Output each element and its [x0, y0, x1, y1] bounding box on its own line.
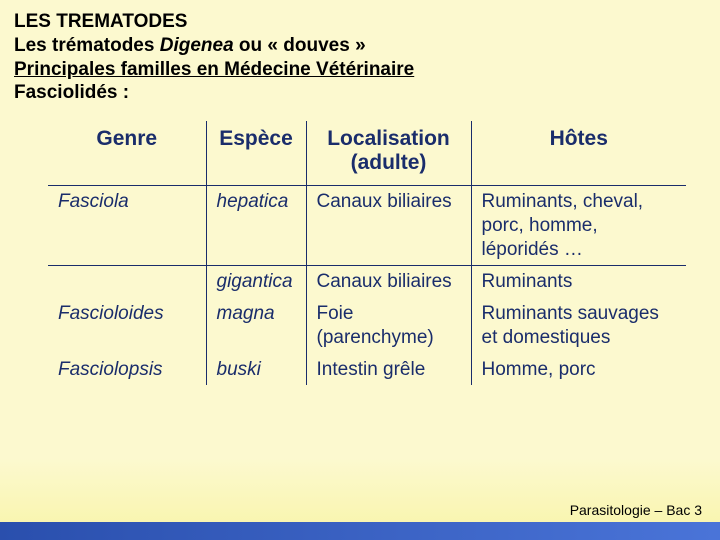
table-row: Fasciolopsis buski Intestin grêle Homme,…	[48, 354, 686, 386]
cell-localisation: Canaux biliaires	[306, 186, 471, 266]
header-localisation: Localisation (adulte)	[306, 121, 471, 186]
table-row: Fascioloides magna Foie (parenchyme) Rum…	[48, 298, 686, 354]
slide-heading: LES TREMATODES Les trématodes Digenea ou…	[0, 0, 720, 105]
footer-text: Parasitologie – Bac 3	[570, 502, 702, 518]
heading-line-2-pre: Les trématodes	[14, 35, 160, 56]
heading-line-2-post: ou « douves »	[234, 35, 366, 56]
cell-genre: Fascioloides	[48, 298, 206, 354]
cell-localisation: Foie (parenchyme)	[306, 298, 471, 354]
heading-line-2-em: Digenea	[160, 35, 234, 56]
table-row: gigantica Canaux biliaires Ruminants	[48, 266, 686, 298]
table-container: Genre Espèce Localisation (adulte) Hôtes…	[0, 105, 720, 385]
cell-localisation: Canaux biliaires	[306, 266, 471, 298]
heading-line-4: Fasciolidés :	[14, 81, 706, 105]
footer: Parasitologie – Bac 3	[0, 522, 720, 540]
header-espece: Espèce	[206, 121, 306, 186]
header-genre: Genre	[48, 121, 206, 186]
cell-espece: magna	[206, 298, 306, 354]
cell-hotes: Ruminants sauvages et domestiques	[471, 298, 686, 354]
table-row: Fasciola hepatica Canaux biliaires Rumin…	[48, 186, 686, 266]
header-hotes: Hôtes	[471, 121, 686, 186]
table-body: Fasciola hepatica Canaux biliaires Rumin…	[48, 186, 686, 386]
cell-hotes: Ruminants, cheval, porc, homme, léporidé…	[471, 186, 686, 266]
cell-hotes: Ruminants	[471, 266, 686, 298]
cell-hotes: Homme, porc	[471, 354, 686, 386]
cell-localisation: Intestin grêle	[306, 354, 471, 386]
cell-genre: Fasciola	[48, 186, 206, 266]
footer-bar	[0, 522, 720, 540]
cell-espece: buski	[206, 354, 306, 386]
species-table: Genre Espèce Localisation (adulte) Hôtes…	[48, 121, 686, 385]
table-header-row: Genre Espèce Localisation (adulte) Hôtes	[48, 121, 686, 186]
cell-genre	[48, 266, 206, 298]
cell-genre: Fasciolopsis	[48, 354, 206, 386]
cell-espece: hepatica	[206, 186, 306, 266]
heading-line-2: Les trématodes Digenea ou « douves »	[14, 34, 706, 58]
heading-line-1: LES TREMATODES	[14, 10, 706, 34]
heading-line-3: Principales familles en Médecine Vétérin…	[14, 58, 706, 82]
cell-espece: gigantica	[206, 266, 306, 298]
